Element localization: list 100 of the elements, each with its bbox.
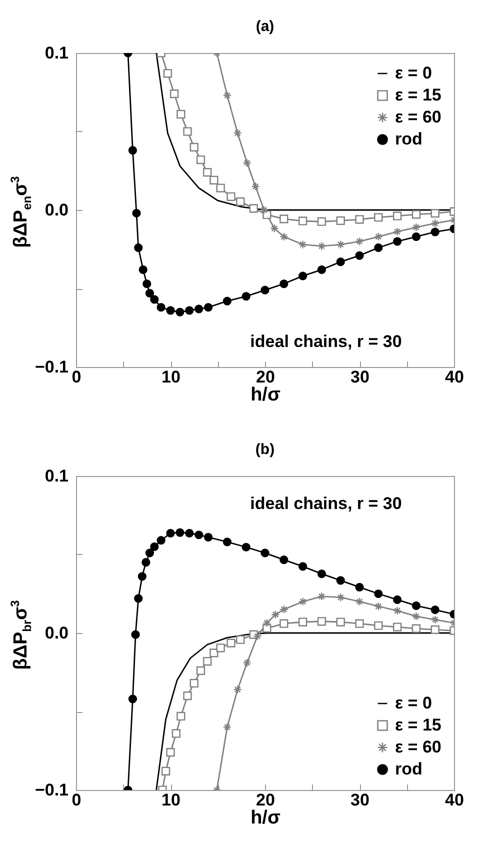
point — [185, 528, 194, 538]
x-axis-title: h/σ — [250, 808, 280, 828]
x-tick-label: 40 — [445, 790, 464, 810]
point — [183, 691, 192, 700]
point — [317, 265, 326, 274]
point — [156, 303, 166, 312]
point — [185, 306, 194, 315]
point — [222, 722, 232, 732]
point — [430, 219, 440, 228]
point — [392, 227, 402, 236]
point — [156, 536, 166, 545]
point — [216, 644, 225, 652]
x-tick-label: 0 — [72, 368, 82, 386]
point — [392, 595, 402, 604]
point — [355, 597, 364, 606]
point — [145, 288, 154, 298]
point — [142, 558, 150, 567]
point — [392, 237, 402, 246]
point — [172, 729, 180, 738]
point — [298, 618, 308, 626]
point — [355, 582, 364, 592]
point — [336, 618, 345, 626]
point — [412, 210, 421, 219]
x-tick-label: 20 — [256, 368, 275, 386]
point — [176, 528, 184, 537]
point — [280, 214, 288, 224]
legend-label: ε = 60 — [395, 738, 442, 756]
point — [204, 532, 213, 542]
point — [242, 542, 250, 552]
point — [226, 192, 236, 201]
point — [355, 237, 364, 246]
annotation: ideal chains, r = 30 — [250, 494, 402, 513]
point — [161, 766, 170, 776]
point — [196, 666, 206, 675]
y-tick-label: −0.1 — [34, 358, 68, 376]
point — [430, 625, 440, 634]
point — [271, 610, 280, 619]
point — [145, 548, 154, 558]
y-tick-label: 0.0 — [44, 624, 68, 642]
point — [226, 638, 236, 648]
point — [150, 542, 159, 551]
legend-label: ε = 0 — [395, 64, 432, 82]
point — [203, 656, 212, 666]
legend-label: ε = 60 — [395, 108, 442, 126]
point — [317, 592, 326, 601]
point — [412, 624, 421, 633]
point — [270, 224, 279, 233]
point — [138, 572, 146, 581]
point — [374, 232, 383, 241]
point — [190, 678, 198, 688]
point — [138, 265, 148, 274]
point — [251, 182, 260, 191]
point — [298, 562, 308, 571]
point — [317, 242, 326, 250]
point — [222, 91, 232, 100]
point — [430, 208, 440, 218]
point — [210, 648, 218, 658]
point — [336, 216, 345, 225]
x-tick-label: 20 — [256, 790, 275, 810]
point — [260, 548, 270, 558]
point — [336, 258, 345, 266]
y-tick-label: 0.1 — [44, 466, 68, 486]
point — [355, 619, 364, 628]
point — [233, 685, 242, 694]
point — [412, 222, 421, 232]
point — [280, 619, 288, 628]
point — [374, 243, 383, 252]
chart-title: (a) — [256, 18, 274, 35]
point — [298, 597, 308, 606]
point — [222, 296, 232, 306]
point — [233, 128, 242, 138]
point — [183, 127, 192, 136]
point — [374, 213, 383, 222]
point — [203, 168, 212, 177]
point — [142, 279, 152, 288]
legend-label: rod — [395, 760, 422, 778]
point — [355, 215, 364, 224]
point — [336, 240, 345, 249]
legend-label: rod — [395, 130, 422, 148]
x-tick-label: 0 — [72, 790, 82, 810]
point — [260, 206, 268, 214]
point — [262, 618, 272, 628]
point — [204, 303, 213, 312]
point — [242, 658, 252, 668]
legend-label: ε = 15 — [395, 716, 442, 734]
point — [412, 612, 421, 621]
point — [317, 570, 326, 578]
point — [194, 304, 204, 314]
point — [166, 748, 175, 757]
point — [236, 197, 245, 206]
y-tick-label: −0.1 — [34, 780, 68, 800]
point — [128, 146, 138, 155]
x-axis-title: h/σ — [250, 384, 280, 406]
point — [336, 593, 345, 602]
point — [128, 694, 138, 704]
point — [176, 308, 184, 316]
point — [194, 530, 204, 540]
legend-label: ε = 15 — [395, 86, 442, 104]
point — [374, 589, 383, 598]
x-tick-label: 30 — [350, 368, 370, 386]
